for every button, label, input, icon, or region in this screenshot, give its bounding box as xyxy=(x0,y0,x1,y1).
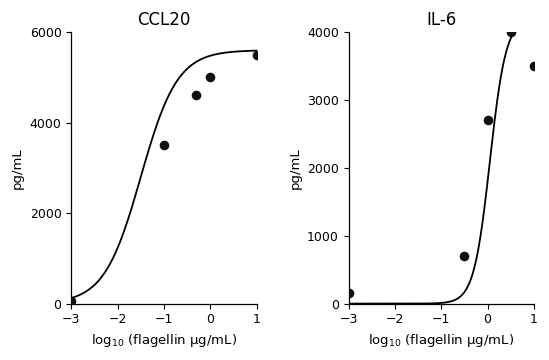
Point xyxy=(506,29,515,35)
Point xyxy=(344,291,353,296)
Point xyxy=(67,298,76,304)
X-axis label: log$_{10}$ (flagellin μg/mL): log$_{10}$ (flagellin μg/mL) xyxy=(368,332,514,349)
Y-axis label: pg/mL: pg/mL xyxy=(11,147,24,189)
Title: CCL20: CCL20 xyxy=(137,11,191,29)
Point xyxy=(160,142,169,148)
Point xyxy=(192,93,201,98)
Point xyxy=(483,117,492,123)
Point xyxy=(460,253,469,259)
Point xyxy=(253,52,261,58)
Y-axis label: pg/mL: pg/mL xyxy=(288,147,301,189)
Point xyxy=(530,63,539,69)
Title: IL-6: IL-6 xyxy=(426,11,456,29)
Point xyxy=(206,75,215,80)
X-axis label: log$_{10}$ (flagellin μg/mL): log$_{10}$ (flagellin μg/mL) xyxy=(91,332,237,349)
